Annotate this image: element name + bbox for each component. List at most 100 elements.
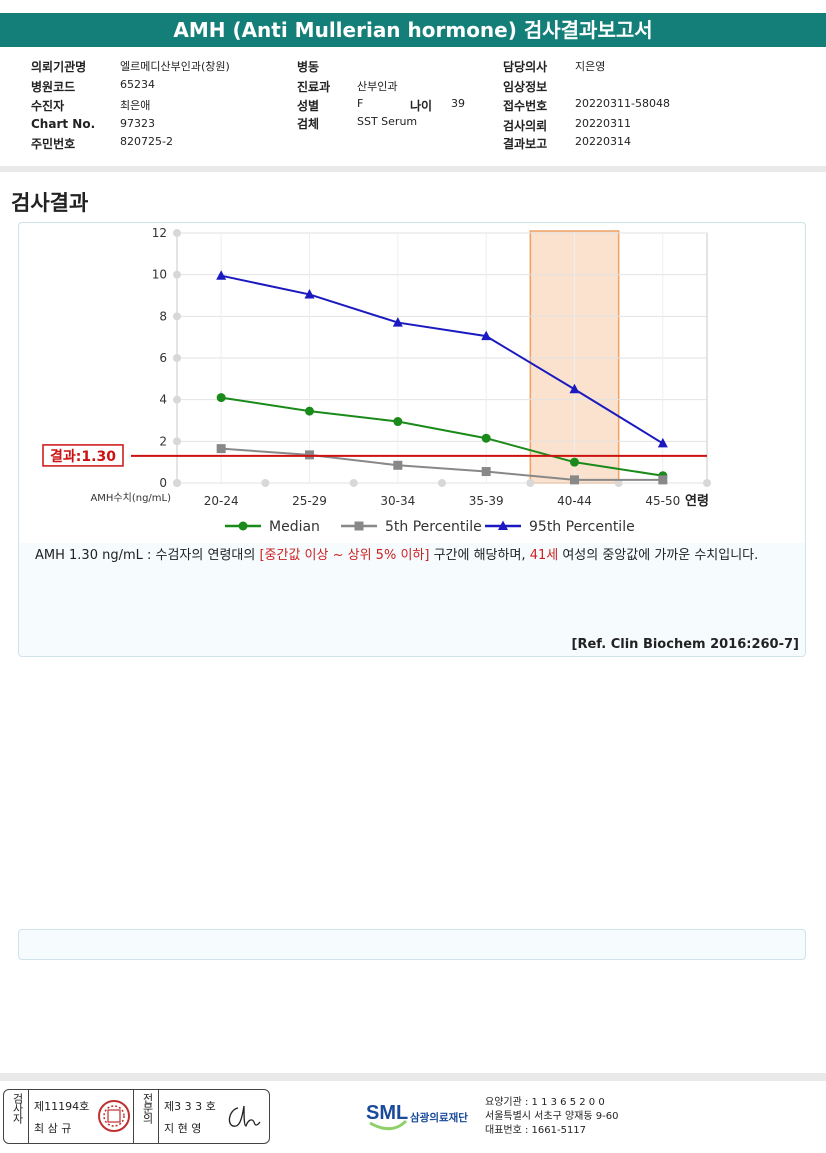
x-tick-label: 40-44	[557, 494, 592, 508]
x-tick-label: 35-39	[469, 494, 504, 508]
legend-label: 5th Percentile	[385, 519, 482, 535]
info-label: 주민번호	[31, 137, 76, 151]
data-point-5th-percentile	[305, 450, 314, 460]
y-tick-label: 8	[159, 309, 167, 323]
info-value: 엘르메디산부인과(창원)	[120, 60, 230, 73]
result-panel: 0 2 4 6 8 10 12 20-24 25-29 30-34 35-39 40-44 45-50 A…	[18, 222, 806, 657]
reference: [Ref. Clin Biochem 2016:260-7]	[571, 637, 799, 652]
series-line-median	[221, 396, 663, 477]
legend-label: Median	[269, 519, 320, 535]
data-point-median	[393, 417, 403, 427]
chart-area: 0 2 4 6 8 10 12 20-24 25-29 30-34 35-39 40-44 45-50 A…	[19, 223, 805, 543]
data-point-95th-percentile	[392, 317, 403, 327]
y-tick-dot	[173, 270, 181, 279]
data-point-5th-percentile	[570, 475, 579, 485]
info-value: 최은애	[120, 99, 151, 112]
y-axis-label: AMH수치(ng/mL)	[90, 492, 171, 504]
info-label: Chart No.	[31, 117, 96, 131]
amh-chart: 0 2 4 6 8 10 12 20-24 25-29 30-34 35-39 40-44 45-50 A…	[42, 226, 711, 535]
result-label-box	[42, 444, 124, 467]
info-label: 의뢰기관명	[31, 60, 87, 74]
info-value: 65234	[120, 78, 155, 91]
y-tick-label: 4	[159, 393, 167, 407]
empty-panel	[18, 929, 806, 960]
report-title: AMH (Anti Mullerian hormone) 검사결과보고서	[0, 13, 826, 47]
divider	[0, 166, 826, 172]
y-tick-label: 2	[159, 434, 167, 448]
info-label: 결과보고	[503, 137, 548, 151]
series-line-95th-percentile	[220, 274, 664, 445]
y-tick-dot	[173, 229, 181, 237]
x-tick-dot	[438, 479, 446, 487]
info-label: 검체	[297, 117, 320, 131]
patient-info: 의뢰기관명 엘르메디산부인과(창원) 병원코드 65234 수진자 최은애 Ch…	[0, 55, 826, 165]
sml-logo: SML 삼광의료재단	[366, 1097, 484, 1137]
data-point-median	[481, 433, 491, 443]
info-label: 성별	[297, 99, 320, 113]
x-tick-dot	[173, 479, 181, 487]
info-value: SST Serum	[357, 115, 418, 128]
age-value: 39	[451, 97, 465, 110]
result-label: 결과:1.30	[50, 448, 116, 465]
data-point-95th-percentile	[216, 270, 227, 280]
data-point-5th-percentile	[658, 475, 668, 485]
signature-box: 검사자 제11194호 최 삼 규 전문의 제3 3 3 호 지 현 영	[3, 1089, 270, 1144]
info-value: 산부인과	[357, 80, 398, 93]
info-value: 20220311	[575, 117, 631, 130]
x-tick-label: 20-24	[204, 494, 239, 508]
data-point-median	[216, 393, 226, 403]
tester-label: 검사자	[11, 1093, 24, 1123]
x-tick-label: 45-50	[645, 494, 680, 508]
signature-icon	[228, 1105, 261, 1127]
y-tick-label: 12	[152, 226, 167, 240]
comment-range: [중간값 이상 ~ 상위 5% 이하]	[259, 548, 430, 563]
info-value: 지은영	[575, 60, 606, 73]
doctor-label: 전문의	[141, 1093, 154, 1123]
y-tick-label: 6	[159, 351, 167, 365]
result-comment: AMH 1.30 ng/mL : 수검자의 연령대의 [중간값 이상 ~ 상위 …	[35, 545, 795, 566]
info-label: 병동	[297, 60, 320, 74]
data-point-95th-percentile	[657, 437, 668, 448]
org-info: 요양기관 : 1 1 3 6 5 2 0 0 서울특별시 서초구 양재동 9-6…	[485, 1096, 618, 1138]
tester-name: 최 삼 규	[34, 1122, 72, 1135]
legend-marker-95th-percentile	[498, 520, 508, 530]
org-line: 요양기관 : 1 1 3 6 5 2 0 0	[485, 1097, 605, 1108]
divider	[0, 1073, 826, 1081]
x-tick-dot	[614, 479, 623, 487]
x-axis-label: 연령	[685, 494, 709, 509]
x-tick-dot	[349, 479, 358, 487]
info-value: 820725-2	[120, 135, 173, 148]
info-value: 20220311-58048	[575, 97, 670, 110]
comment-text: AMH 1.30 ng/mL : 수검자의 연령대의	[35, 548, 260, 563]
y-tick-label: 0	[159, 476, 167, 490]
data-point-95th-percentile	[481, 330, 492, 341]
x-tick-dot	[703, 479, 711, 487]
comment-text: 여성의 중앙값에 가까운 수치입니다.	[558, 548, 759, 563]
data-point-95th-percentile	[569, 383, 580, 394]
info-label: 검사의뢰	[503, 119, 548, 133]
data-point-95th-percentile	[304, 288, 315, 299]
org-line: 대표번호 : 1661-5117	[485, 1125, 587, 1136]
logo-text: SML	[366, 1102, 408, 1124]
doctor-number: 제3 3 3 호	[164, 1100, 216, 1113]
y-tick-dot	[173, 437, 181, 446]
y-tick-dot	[173, 395, 181, 404]
legend-marker-median	[238, 521, 248, 531]
info-label: 수진자	[31, 99, 65, 113]
x-tick-label: 25-29	[292, 494, 327, 508]
legend-marker-5th-percentile	[354, 521, 364, 531]
series-line-5th-percentile	[221, 447, 663, 481]
x-tick-dot	[526, 479, 535, 487]
legend-label: 95th Percentile	[529, 519, 635, 535]
data-point-5th-percentile	[481, 467, 491, 477]
comment-text: 구간에 해당하며,	[429, 548, 530, 563]
data-point-median	[570, 457, 579, 467]
org-line: 서울특별시 서초구 양재동 9-60	[485, 1111, 619, 1122]
info-label: 담당의사	[503, 60, 548, 74]
comment-age: 41세	[529, 548, 559, 563]
data-point-5th-percentile	[393, 460, 403, 470]
info-label: 진료과	[297, 80, 331, 94]
info-label: 병원코드	[31, 80, 76, 94]
data-point-5th-percentile	[216, 444, 226, 454]
sml-logo-icon: SML 삼광의료재단	[366, 1102, 468, 1131]
